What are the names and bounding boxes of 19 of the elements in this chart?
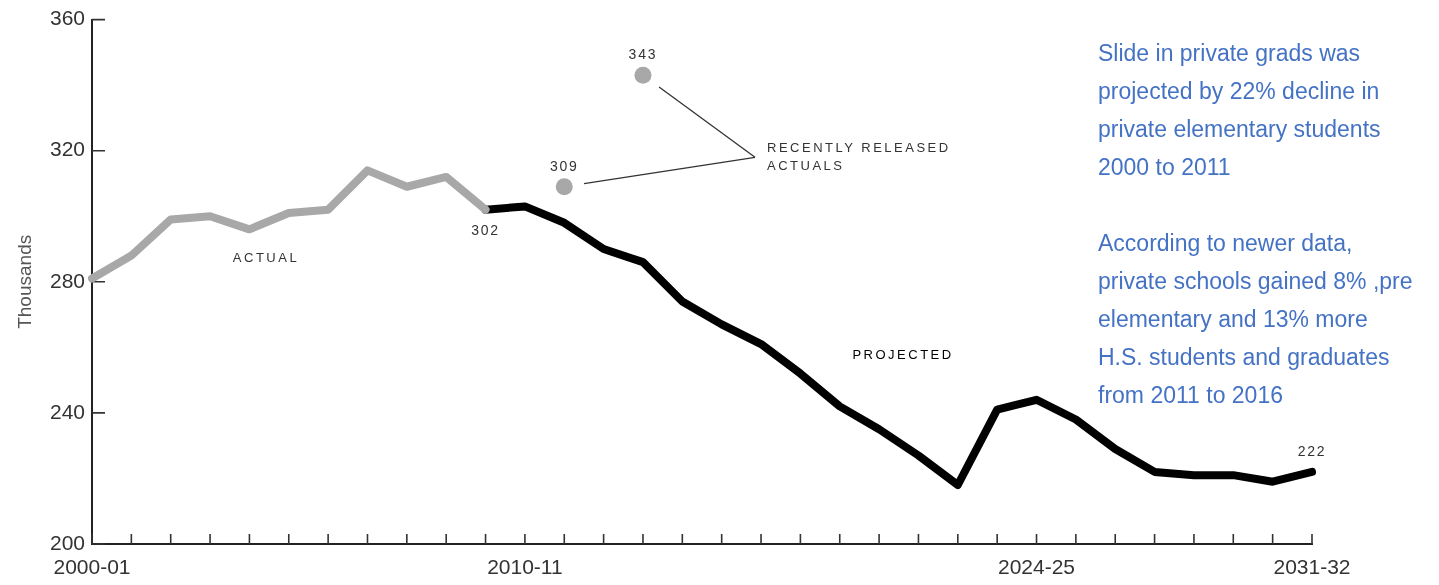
text: PROJECTED [852,347,954,363]
y-axis-title: Thousands [13,234,35,329]
x-tick-label: 2000-01 [53,555,131,579]
data-label: 222 [1297,442,1327,459]
annotation: Slide in private grads was projected by 22% decline in private elementary students 2000 to 2011 [1098,39,1382,182]
y-tick-label: 200 [49,530,85,554]
data-label: 343 [628,46,658,63]
y-tick-label: 360 [49,6,85,30]
data-label: 302 [471,221,500,238]
y-tick-label: 280 [49,268,85,292]
x-tick-label: 2031-32 [1273,555,1351,579]
x-tick-label: 2024-25 [997,555,1076,579]
data-label: 309 [549,157,579,174]
x-tick-label: 2010-11 [487,555,563,579]
y-tick-label: 320 [49,137,85,161]
y-tick-label: 240 [49,399,85,423]
series-label: ACTUAL [232,250,300,266]
text: RECENTLY RELEASED ACTUALS [767,140,951,174]
annotation: According to newer data, private schools gained 8% ,pre elementary and 13% more H.S. students and graduates from 2011 to 2016 [1098,229,1414,410]
